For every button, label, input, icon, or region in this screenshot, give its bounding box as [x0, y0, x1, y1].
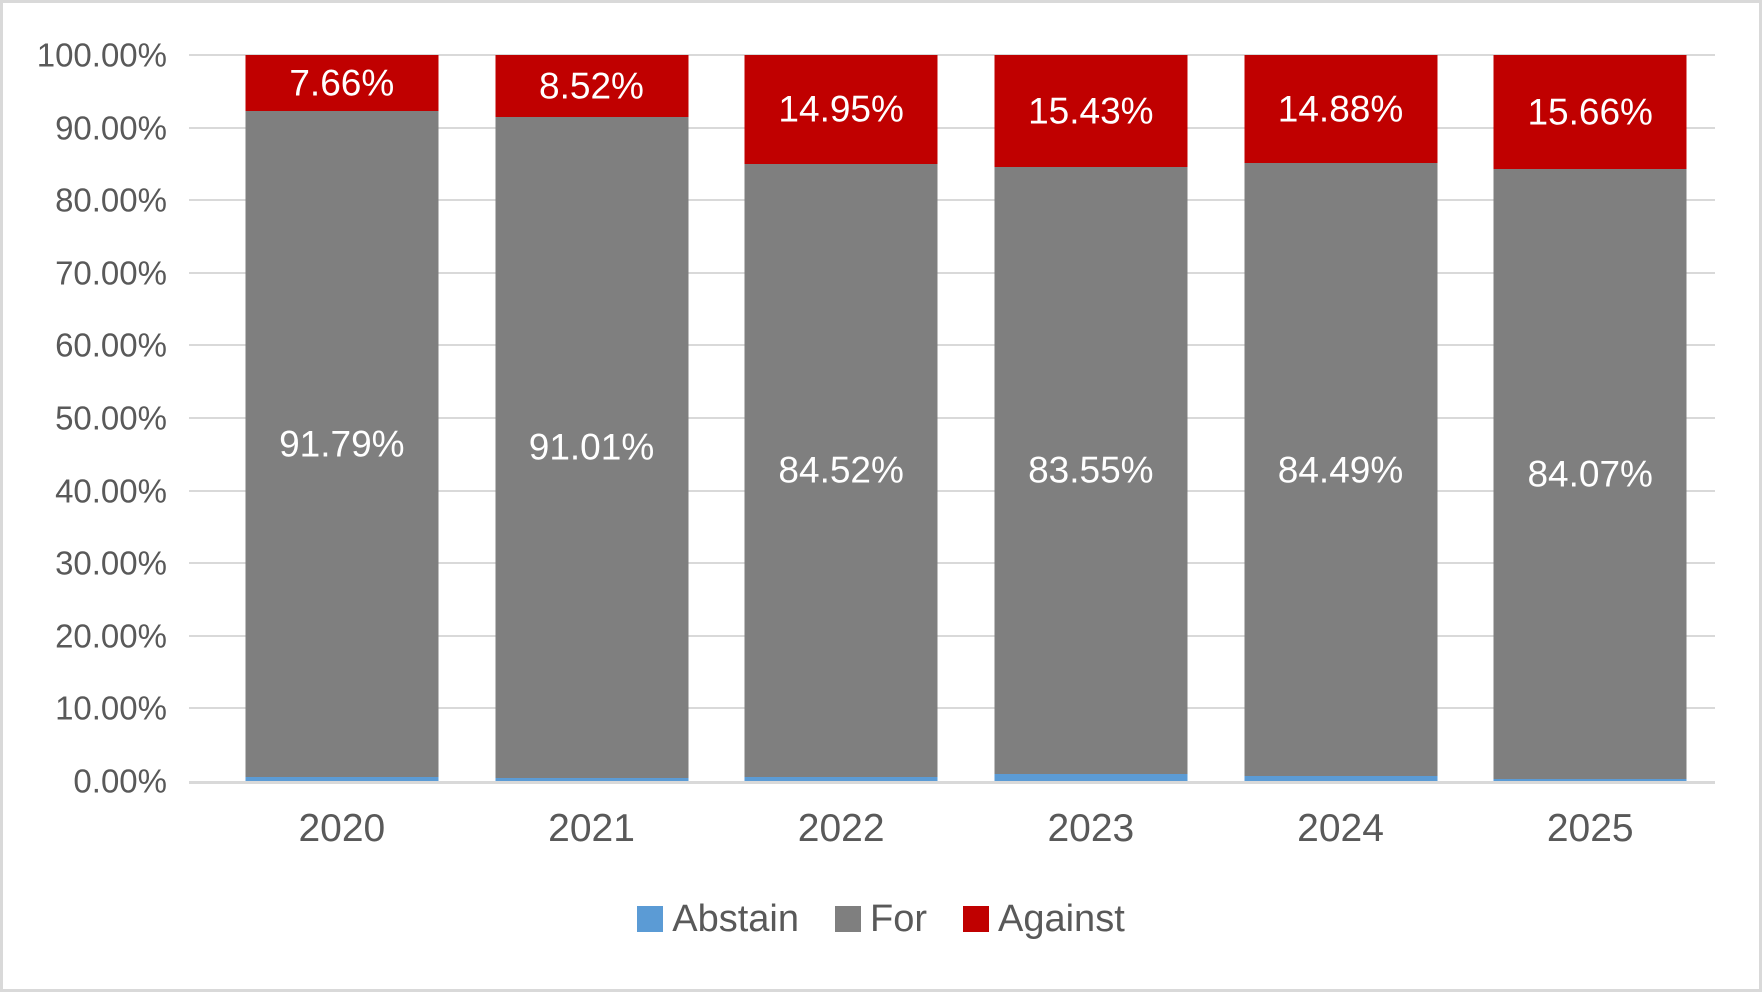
legend-swatch-abstain: [637, 906, 664, 932]
y-axis-tick: [189, 562, 217, 565]
x-axis-label-2022: 2022: [797, 807, 885, 850]
y-axis-tick-label: 50.00%: [55, 399, 167, 437]
bar-segment-abstain: [1244, 776, 1438, 781]
gridline: [217, 417, 1715, 419]
bar-segment-abstain: [1493, 779, 1687, 781]
stacked-bar-2020: 91.79% 7.66%: [245, 55, 439, 781]
bar-slot-2020: 91.79% 7.66%: [217, 55, 467, 781]
gridline: [217, 634, 1715, 637]
bar-segment-abstain: [245, 777, 439, 781]
bar-label-for: 91.79%: [279, 423, 405, 465]
bar-slot-2023: 83.55% 15.43%: [966, 55, 1216, 781]
bar-slot-2024: 84.49% 14.88%: [1216, 55, 1466, 781]
bar-slot-2021: 91.01% 8.52%: [467, 55, 717, 781]
legend-label-against: Against: [998, 898, 1125, 940]
bar-label-for: 91.01%: [528, 426, 655, 468]
y-axis-tick-label: 10.00%: [55, 689, 167, 727]
stacked-bar-2023: 83.55% 15.43%: [994, 55, 1188, 781]
y-axis-tick: [189, 417, 217, 419]
bar-segment-against: [994, 55, 1188, 168]
bar-label-for: 84.49%: [1277, 449, 1404, 491]
stacked-bar-2021: 91.01% 8.52%: [495, 55, 688, 781]
x-axis-label-2023: 2023: [1047, 807, 1135, 850]
y-axis-tick-label: 100.00%: [36, 36, 167, 74]
legend-label-for: For: [870, 898, 927, 940]
x-axis-label-2021: 2021: [548, 807, 635, 850]
gridline: [217, 344, 1715, 347]
y-axis-tick: [189, 199, 217, 202]
y-axis-tick: [189, 271, 217, 274]
y-axis-tick: [189, 54, 217, 56]
x-axis-label-2020: 2020: [298, 807, 386, 850]
x-axis-line: [189, 781, 1715, 784]
y-axis-tick-label: 90.00%: [55, 109, 167, 147]
bar-slot-2025: 84.07% 15.66%: [1465, 55, 1715, 781]
legend-item-against: Against: [963, 900, 1125, 938]
y-axis-tick: [189, 126, 217, 129]
bar-segment-against: [744, 55, 938, 164]
gridline: [217, 126, 1715, 129]
y-axis-tick: [189, 344, 217, 347]
bar-segment-against: [1244, 55, 1438, 164]
bar-segment-for: [744, 163, 938, 778]
plot-area: 91.79% 7.66% 91.01% 8.52% 84.52% 14.95% 83.55%…: [189, 54, 1715, 784]
x-axis-label-2025: 2025: [1546, 807, 1634, 850]
x-axis-label-2024: 2024: [1297, 807, 1384, 850]
bar-label-against: 15.43%: [1028, 90, 1154, 132]
y-axis-tick-label: 0.00%: [73, 762, 167, 800]
bar-segment-abstain: [994, 773, 1188, 781]
bar-segment-for: [495, 116, 688, 778]
gridline: [217, 271, 1715, 274]
y-axis-tick: [189, 634, 217, 637]
gridline: [217, 54, 1715, 56]
x-axis: 2020 2021 2022 2023 2024 2025: [217, 806, 1715, 853]
bar-label-for: 83.55%: [1028, 449, 1154, 491]
legend-swatch-against: [963, 906, 989, 932]
gridline: [217, 562, 1715, 565]
bar-segment-against: [1493, 55, 1687, 169]
y-axis-tick-label: 80.00%: [55, 181, 167, 219]
y-axis-tick-label: 20.00%: [55, 617, 167, 655]
legend: Abstain For Against: [3, 900, 1759, 938]
bar-label-against: 14.88%: [1277, 88, 1404, 130]
legend-label-abstain: Abstain: [672, 898, 799, 940]
bar-segment-for: [1244, 163, 1438, 777]
stacked-bar-2025: 84.07% 15.66%: [1493, 55, 1687, 781]
bar-label-for: 84.07%: [1527, 453, 1653, 495]
legend-swatch-for: [835, 906, 861, 932]
bar-segment-against: [245, 55, 439, 111]
y-axis: 0.00% 10.00% 20.00% 30.00% 40.00% 50.00% 60.00…: [3, 39, 171, 798]
bar-label-against: 7.66%: [289, 62, 395, 104]
gridline: [217, 489, 1715, 492]
y-axis-tick-label: 70.00%: [55, 254, 167, 292]
bar-label-against: 15.66%: [1527, 91, 1653, 133]
legend-item-abstain: Abstain: [637, 900, 799, 938]
y-axis-tick: [189, 489, 217, 492]
bar-segment-for: [1493, 168, 1687, 780]
bars-container: 91.79% 7.66% 91.01% 8.52% 84.52% 14.95% 83.55%…: [217, 55, 1715, 781]
bar-segment-for: [994, 167, 1188, 774]
bar-segment-against: [495, 55, 688, 117]
bar-label-against: 8.52%: [539, 65, 644, 107]
y-axis-tick: [189, 707, 217, 710]
bar-segment-abstain: [744, 777, 938, 781]
bar-segment-abstain: [495, 777, 688, 781]
y-axis-tick-label: 40.00%: [55, 472, 167, 510]
gridline: [217, 707, 1715, 710]
y-axis-tick-label: 60.00%: [55, 326, 167, 364]
gridline: [217, 199, 1715, 202]
legend-item-for: For: [835, 900, 927, 938]
stacked-bar-2022: 84.52% 14.95%: [744, 55, 938, 781]
bar-label-for: 84.52%: [778, 449, 904, 491]
bar-slot-2022: 84.52% 14.95%: [716, 55, 966, 781]
bar-segment-for: [245, 110, 439, 778]
y-axis-tick-label: 30.00%: [55, 544, 167, 582]
stacked-bar-2024: 84.49% 14.88%: [1244, 55, 1438, 781]
bar-label-against: 14.95%: [778, 88, 904, 130]
